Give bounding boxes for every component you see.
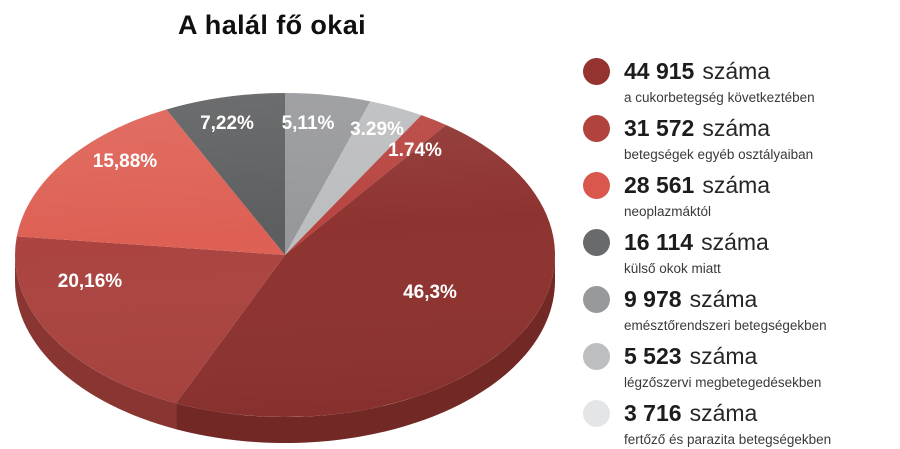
legend-sublabel: légzőszervi megbetegedésekben [624, 375, 822, 390]
legend-bullet-icon [583, 400, 610, 427]
slice-percent-label: 7,22% [200, 113, 254, 134]
legend-value: 16 114 [624, 229, 694, 255]
chart-title: A halál fő okai [178, 10, 367, 40]
slice-percent-label: 15,88% [93, 151, 158, 172]
legend-item: 16 114 száma külső okok miatt [583, 229, 895, 286]
legend-suffix: száma [702, 172, 771, 198]
legend-suffix: száma [702, 58, 771, 84]
legend-item: 3 716 száma fertőző és parazita betegsége… [583, 400, 895, 449]
legend-value: 44 915 [624, 58, 695, 84]
legend-bullet-icon [583, 343, 610, 370]
legend-value: 31 572 [624, 115, 695, 141]
slice-percent-label: 1.74% [388, 140, 442, 161]
legend-item: 44 915 száma a cukorbetegség következtébe… [583, 58, 895, 115]
legend-suffix: száma [702, 115, 771, 141]
legend-suffix: száma [689, 343, 758, 369]
legend-sublabel: külső okok miatt [624, 261, 721, 276]
pie-slice-depth [15, 255, 177, 430]
legend-sublabel: emésztőrendszeri betegségekben [624, 318, 827, 333]
legend-suffix: száma [689, 286, 758, 312]
legend-bullet-icon [583, 172, 610, 199]
legend-value: 9 978 [624, 286, 682, 312]
legend-sublabel: betegségek egyéb osztályaiban [624, 147, 814, 162]
legend-sublabel: neoplazmáktól [624, 204, 712, 219]
legend-bullet-icon [583, 58, 610, 85]
legend-item: 9 978 száma emésztőrendszeri betegségekbe… [583, 286, 895, 343]
legend-bullet-icon [583, 115, 610, 142]
legend-suffix: száma [701, 229, 769, 255]
legend-bullet-icon [583, 229, 610, 256]
slice-percent-label: 5,11% [282, 113, 335, 134]
legend-item: 5 523 száma légzőszervi megbetegedésekben [583, 343, 895, 400]
legend-sublabel: a cukorbetegség következtében [624, 90, 815, 105]
slice-percent-label: 3.29% [350, 119, 404, 140]
legend-sublabel: fertőző és parazita betegségekben [624, 432, 832, 447]
legend-bullet-icon [583, 286, 610, 313]
legend-value: 28 561 [624, 172, 695, 198]
slice-percent-label: 46,3% [403, 282, 457, 303]
legend-item: 28 561 száma neoplazmáktól [583, 172, 895, 229]
pie-chart: 5,11% 3.29%1.74% 46,3% 20,16% 15,88% 7,22% [15, 93, 556, 443]
legend-value: 3 716 [624, 400, 682, 426]
pie-lighting-overlay [15, 93, 555, 417]
legend-item: 31 572 száma betegségek egyéb osztályaiba… [583, 115, 895, 172]
legend-value: 5 523 [624, 343, 682, 369]
legend: 44 915 száma a cukorbetegség következtébe… [583, 58, 895, 449]
legend-suffix: száma [689, 400, 758, 426]
pie-slice-depth [176, 255, 556, 443]
slice-percent-label: 20,16% [58, 271, 123, 292]
